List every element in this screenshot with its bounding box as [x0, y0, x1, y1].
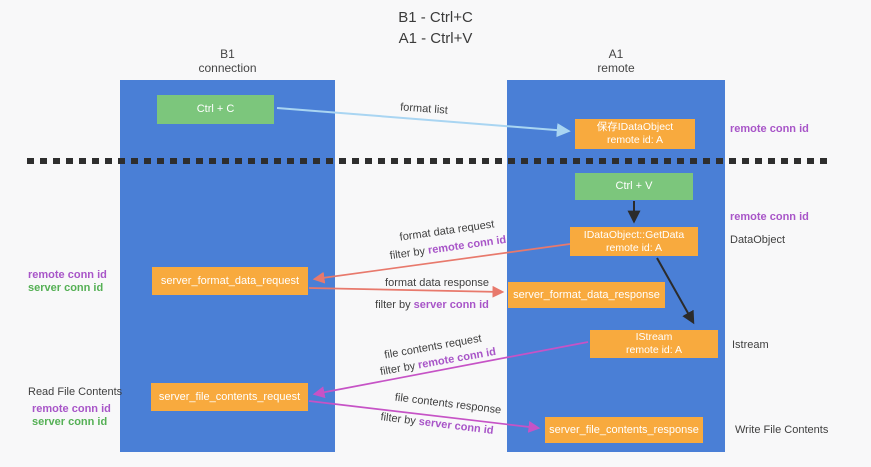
istream-line1: IStream [635, 331, 673, 343]
save-idataobject-line2: remote id: A [606, 134, 664, 146]
istream-side-label: Istream [732, 339, 769, 351]
file-contents-response-label: file contents response [394, 392, 502, 417]
filter-by-text: filter by [375, 299, 411, 311]
file-contents-response-text: file contents response [394, 391, 502, 417]
dataobject-label: DataObject [730, 234, 786, 246]
server-file-contents-response-box: server_file_contents_response [545, 417, 703, 443]
save-idataobject-line1: 保存IDataObject [596, 121, 674, 133]
format-data-response-text: format data response [385, 277, 489, 289]
format-response-filter-label: filter by server conn id [375, 299, 489, 311]
read-file-contents-label: Read File Contents [28, 386, 123, 398]
istream-box: IStream remote id: A [590, 330, 718, 358]
istream-line2: remote id: A [625, 344, 683, 356]
save-idataobject-box: 保存IDataObject remote id: A [575, 119, 695, 149]
right-getdata-remote-conn-id: remote conn id [730, 211, 809, 223]
lane-header-a1: A1 remote [507, 47, 725, 75]
ctrl-c-box: Ctrl + C [157, 95, 274, 124]
server-format-data-response-box: server_format_data_response [508, 282, 665, 308]
filter-by-text: filter by [379, 411, 417, 428]
right-save-remote-conn-id: remote conn id [730, 123, 809, 135]
server-format-data-request-label: server_format_data_request [160, 274, 300, 287]
lane-header-b1: B1 connection [120, 47, 335, 75]
ctrl-c-label: Ctrl + C [196, 103, 235, 115]
title-line-2: A1 - Ctrl+V [398, 30, 473, 47]
idataobject-getdata-line2: remote id: A [605, 241, 663, 254]
server-file-contents-response-label: server_file_contents_response [549, 423, 699, 436]
lane-b1-name: B1 [220, 47, 235, 61]
diagram-title: B1 - Ctrl+C A1 - Ctrl+V [0, 7, 871, 49]
server-format-data-response-label: server_format_data_response [513, 288, 660, 301]
write-file-contents-label: Write File Contents [735, 424, 829, 436]
filter-by-text: filter by [389, 245, 426, 263]
left-file-server-conn-id: server conn id [32, 416, 108, 428]
lane-a1-name: A1 [608, 47, 624, 61]
server-file-contents-request-label: server_file_contents_request [158, 390, 301, 403]
format-list-label: format list [400, 101, 448, 116]
server-file-contents-request-box: server_file_contents_request [151, 383, 308, 411]
lane-a1-role: remote [597, 61, 635, 75]
server-format-data-request-box: server_format_data_request [152, 267, 308, 295]
idataobject-getdata-box: IDataObject::GetData remote id: A [570, 227, 698, 256]
lane-b1-role: connection [198, 61, 257, 75]
format-data-response-label: format data response [385, 277, 489, 289]
format-list-text: format list [399, 101, 449, 117]
server-conn-id-text: server conn id [418, 415, 495, 437]
dashed-separator-line [27, 158, 833, 164]
ctrl-v-box: Ctrl + V [575, 173, 693, 200]
filter-by-text: filter by [379, 360, 417, 379]
left-file-remote-conn-id: remote conn id [32, 403, 111, 415]
file-response-filter-label: filter by server conn id [380, 411, 494, 437]
left-format-server-conn-id: server conn id [28, 282, 104, 294]
idataobject-getdata-line1: IDataObject::GetData [583, 228, 685, 241]
ctrl-v-label: Ctrl + V [615, 180, 653, 192]
server-conn-id-text: server conn id [413, 299, 489, 311]
title-line-1: B1 - Ctrl+C [398, 9, 473, 26]
left-format-remote-conn-id: remote conn id [28, 269, 107, 281]
